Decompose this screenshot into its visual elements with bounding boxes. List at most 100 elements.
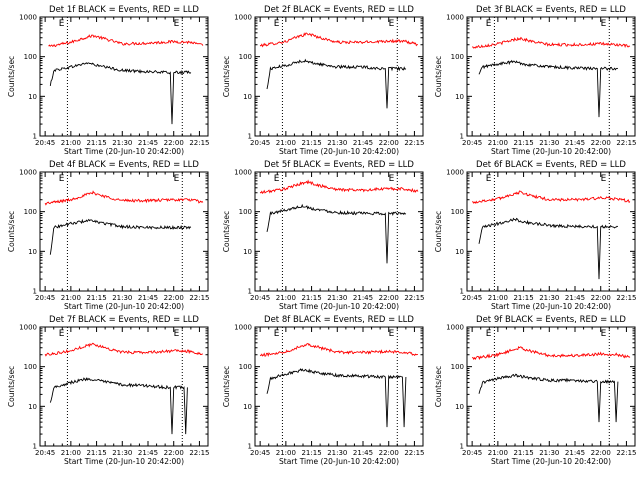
plot-frame (466, 171, 636, 292)
y-tick-label: 1 (33, 443, 37, 451)
event-marker: E (274, 19, 280, 29)
x-tick-label: 21:15 (513, 139, 533, 147)
x-axis-label: Start Time (20-Jun-10 20:42:00) (491, 302, 611, 311)
x-tick-label: 21:00 (61, 294, 81, 302)
event-marker: E (601, 329, 607, 339)
x-tick-label: 21:30 (539, 139, 559, 147)
x-tick-label: 20:45 (35, 449, 55, 457)
y-tick-label: 100 (451, 208, 464, 216)
x-tick-label: 21:00 (276, 139, 296, 147)
y-tick-label: 100 (239, 363, 252, 371)
chart-panel-8: Det 8f BLACK = Events, RED = LLD 1 10 100 10… (222, 315, 425, 466)
plot-frame (39, 326, 209, 447)
series-events-line (266, 203, 407, 264)
series-lld-line (259, 32, 418, 48)
event-marker: E (59, 329, 65, 339)
x-tick-label: 22:00 (164, 294, 184, 302)
y-tick-label: 1000 (19, 14, 37, 22)
x-tick-label: 21:45 (138, 449, 158, 457)
x-axis-label: Start Time (20-Jun-10 20:42:00) (64, 147, 184, 156)
series-events-line (266, 368, 407, 428)
x-tick-label: 21:45 (138, 294, 158, 302)
y-tick-label: 100 (24, 208, 37, 216)
x-tick-label: 21:15 (301, 449, 321, 457)
chart-title: Det 8f BLACK = Events, RED = LLD (264, 315, 414, 325)
y-tick-label: 1000 (446, 324, 464, 332)
series-events-line (49, 218, 192, 255)
series-events-line (478, 217, 619, 280)
x-tick-label: 20:45 (250, 294, 270, 302)
y-axis-label: Counts/sec (434, 211, 443, 252)
x-tick-label: 21:30 (327, 139, 347, 147)
plot-frame (254, 326, 424, 447)
y-tick-label: 100 (239, 208, 252, 216)
x-axis-label: Start Time (20-Jun-10 20:42:00) (279, 147, 399, 156)
chart-title: Det 6f BLACK = Events, RED = LLD (476, 160, 626, 170)
x-tick-label: 21:45 (565, 294, 585, 302)
x-axis-label: Start Time (20-Jun-10 20:42:00) (279, 457, 399, 466)
x-tick-label: 21:45 (138, 139, 158, 147)
plot-frame (39, 171, 209, 292)
y-tick-label: 1 (248, 443, 252, 451)
y-axis-label: Counts/sec (7, 56, 16, 97)
x-axis-label: Start Time (20-Jun-10 20:42:00) (491, 147, 611, 156)
y-tick-label: 1 (248, 133, 252, 141)
y-axis-label: Counts/sec (7, 211, 16, 252)
event-marker: E (601, 19, 607, 29)
series-events-line (478, 373, 619, 423)
x-tick-label: 22:00 (591, 449, 611, 457)
chart-panel-9: Det 9f BLACK = Events, RED = LLD 1 10 100 10… (434, 315, 637, 466)
x-tick-label: 20:45 (462, 139, 482, 147)
series-lld-line (259, 342, 419, 358)
x-tick-label: 21:45 (565, 139, 585, 147)
event-marker: E (174, 19, 180, 29)
event-marker: E (274, 329, 280, 339)
x-axis-label: Start Time (20-Jun-10 20:42:00) (279, 302, 399, 311)
chart-title: Det 3f BLACK = Events, RED = LLD (476, 5, 626, 15)
series-lld-line (44, 342, 204, 357)
event-marker: E (389, 19, 395, 29)
x-tick-label: 22:15 (404, 449, 424, 457)
y-axis-label: Counts/sec (7, 366, 16, 407)
y-tick-label: 1000 (19, 169, 37, 177)
x-tick-label: 21:30 (112, 139, 132, 147)
x-tick-label: 22:15 (404, 139, 424, 147)
chart-panel-1: Det 1f BLACK = Events, RED = LLD 1 10 100 10… (7, 5, 210, 156)
series-events-line (49, 377, 188, 435)
x-tick-label: 22:15 (189, 294, 209, 302)
x-tick-label: 21:15 (301, 294, 321, 302)
chart-title: Det 4f BLACK = Events, RED = LLD (49, 160, 199, 170)
x-tick-label: 21:15 (86, 294, 106, 302)
x-tick-label: 21:00 (61, 449, 81, 457)
x-axis-label: Start Time (20-Jun-10 20:42:00) (64, 302, 184, 311)
x-tick-label: 21:30 (327, 294, 347, 302)
y-tick-label: 10 (455, 248, 464, 256)
event-marker: E (174, 174, 180, 184)
series-lld-line (471, 346, 631, 361)
y-tick-label: 100 (451, 363, 464, 371)
event-marker: E (274, 174, 280, 184)
x-tick-label: 21:30 (112, 449, 132, 457)
x-tick-label: 21:00 (488, 139, 508, 147)
series-events-line (478, 59, 619, 118)
y-tick-label: 10 (243, 248, 252, 256)
x-tick-label: 21:00 (488, 294, 508, 302)
chart-title: Det 7f BLACK = Events, RED = LLD (49, 315, 199, 325)
x-tick-label: 21:15 (513, 294, 533, 302)
x-tick-label: 20:45 (35, 294, 55, 302)
y-tick-label: 10 (243, 403, 252, 411)
x-tick-label: 21:45 (353, 449, 373, 457)
chart-panel-6: Det 6f BLACK = Events, RED = LLD 1 10 100 10… (434, 160, 637, 311)
y-tick-label: 1 (460, 133, 464, 141)
chart-title: Det 1f BLACK = Events, RED = LLD (49, 5, 199, 15)
y-tick-label: 1000 (234, 324, 252, 332)
x-tick-label: 20:45 (250, 449, 270, 457)
y-tick-label: 1000 (234, 169, 252, 177)
chart-panel-3: Det 3f BLACK = Events, RED = LLD 1 10 100 10… (434, 5, 637, 156)
chart-title: Det 9f BLACK = Events, RED = LLD (476, 315, 626, 325)
x-tick-label: 20:45 (462, 449, 482, 457)
plot-frame (466, 326, 636, 447)
x-tick-label: 22:15 (189, 139, 209, 147)
y-tick-label: 100 (239, 53, 252, 61)
y-tick-label: 10 (28, 248, 37, 256)
